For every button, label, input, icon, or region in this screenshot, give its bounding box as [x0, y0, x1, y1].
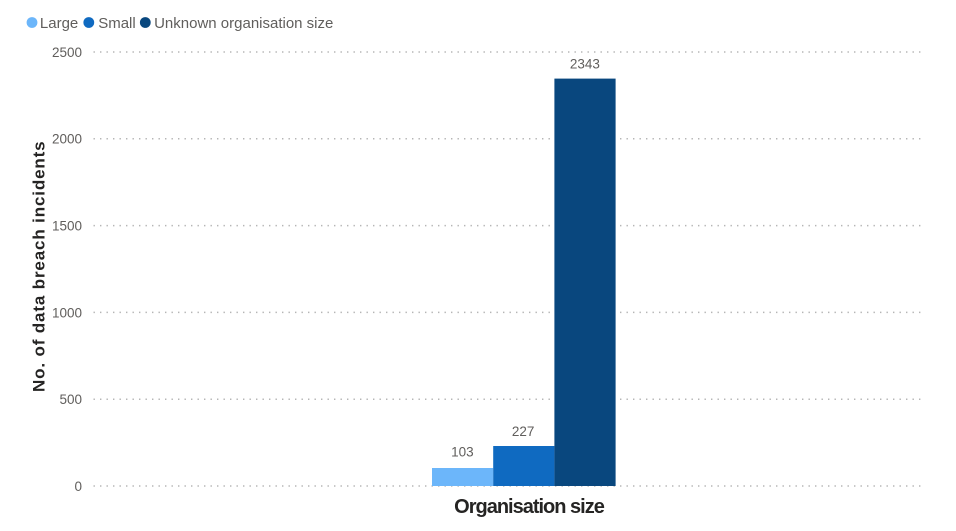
svg-text:2500: 2500	[52, 45, 82, 60]
svg-text:1000: 1000	[52, 305, 82, 320]
svg-text:2343: 2343	[570, 56, 600, 71]
svg-text:Organisation size: Organisation size	[454, 496, 605, 518]
svg-text:1500: 1500	[52, 219, 82, 234]
svg-text:103: 103	[451, 445, 474, 460]
svg-text:2000: 2000	[52, 132, 82, 147]
svg-text:Small: Small	[98, 15, 136, 32]
svg-text:No. of data breach incidents: No. of data breach incidents	[29, 141, 48, 392]
svg-text:Unknown organisation size: Unknown organisation size	[154, 15, 333, 32]
svg-text:0: 0	[74, 479, 82, 494]
svg-text:Large: Large	[40, 15, 78, 32]
svg-text:227: 227	[512, 424, 535, 439]
svg-text:500: 500	[59, 392, 82, 407]
